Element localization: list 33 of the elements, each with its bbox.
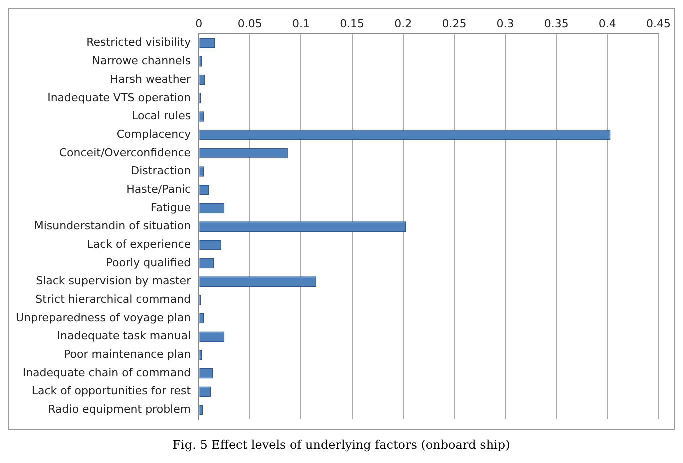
y-tick-label: Conceit/Overconfidence [59, 146, 192, 160]
y-tick-label: Poor maintenance plan [64, 348, 192, 362]
y-tick-label: Local rules [132, 110, 192, 123]
y-tick-label: Unpreparedness of voyage plan [16, 311, 192, 324]
y-tick-label: Poorly qualified [106, 256, 192, 270]
y-tick-label: Inadequate chain of command [22, 366, 192, 380]
y-tick-label: Slack supervision by master [36, 274, 192, 288]
y-tick-label: Restricted visibility [86, 36, 192, 50]
chart-frame: 0 0.05 0.1 0.15 0.2 0.25 0.3 0.35 0.4 0.45 Restricted visibility Narrowe channels Harsh weather Inadequate VTS operation Local rules Complacency Conceit/Overconfidence Distraction Haste/Panic Fatigue Misunderstandin of situation Lack of experience Poorly qualified Slack supervision by master Strict hierarchical command Unpreparedness of voyage plan Inadequate task manual Poor maintenance plan Inadequate chain of command Lack of opportunities for rest Radio equipment problem [8, 8, 675, 430]
x-tick-label: 0.2 [394, 17, 412, 30]
y-tick-label: Strict hierarchical command [36, 293, 192, 306]
y-tick-label: Misunderstandin of situation [34, 220, 192, 233]
x-tick-label: 0.4 [598, 17, 616, 30]
y-tick-label: Lack of experience [87, 238, 192, 251]
y-tick-label: Harsh weather [110, 72, 192, 86]
y-tick-label: Distraction [131, 164, 192, 178]
y-tick-label: Complacency [116, 128, 192, 141]
y-tick-label: Narrowe channels [92, 54, 192, 68]
text: Fig. 5 Effect levels of underlying factors (onboard ship) [172, 438, 512, 452]
y-tick-label: Lack of opportunities for rest [32, 384, 192, 398]
x-tick-label: 0.35 [544, 17, 569, 30]
y-tick-label: Radio equipment problem [48, 403, 192, 416]
y-tick-label: Inadequate task manual [57, 330, 192, 343]
x-tick-label: 0.3 [496, 17, 514, 30]
x-tick-label: 0.45 [646, 17, 672, 30]
x-tick-label: 0.15 [340, 17, 365, 30]
x-tick-label: 0.25 [442, 17, 467, 30]
y-tick-label: Haste/Panic [126, 182, 192, 196]
y-tick-label: Inadequate VTS operation [48, 91, 192, 104]
x-tick-label: 0.05 [238, 17, 262, 30]
x-tick-label: 0 [196, 17, 203, 30]
x-tick-label: 0.1 [292, 17, 310, 30]
y-tick-label: Fatigue [150, 201, 192, 214]
